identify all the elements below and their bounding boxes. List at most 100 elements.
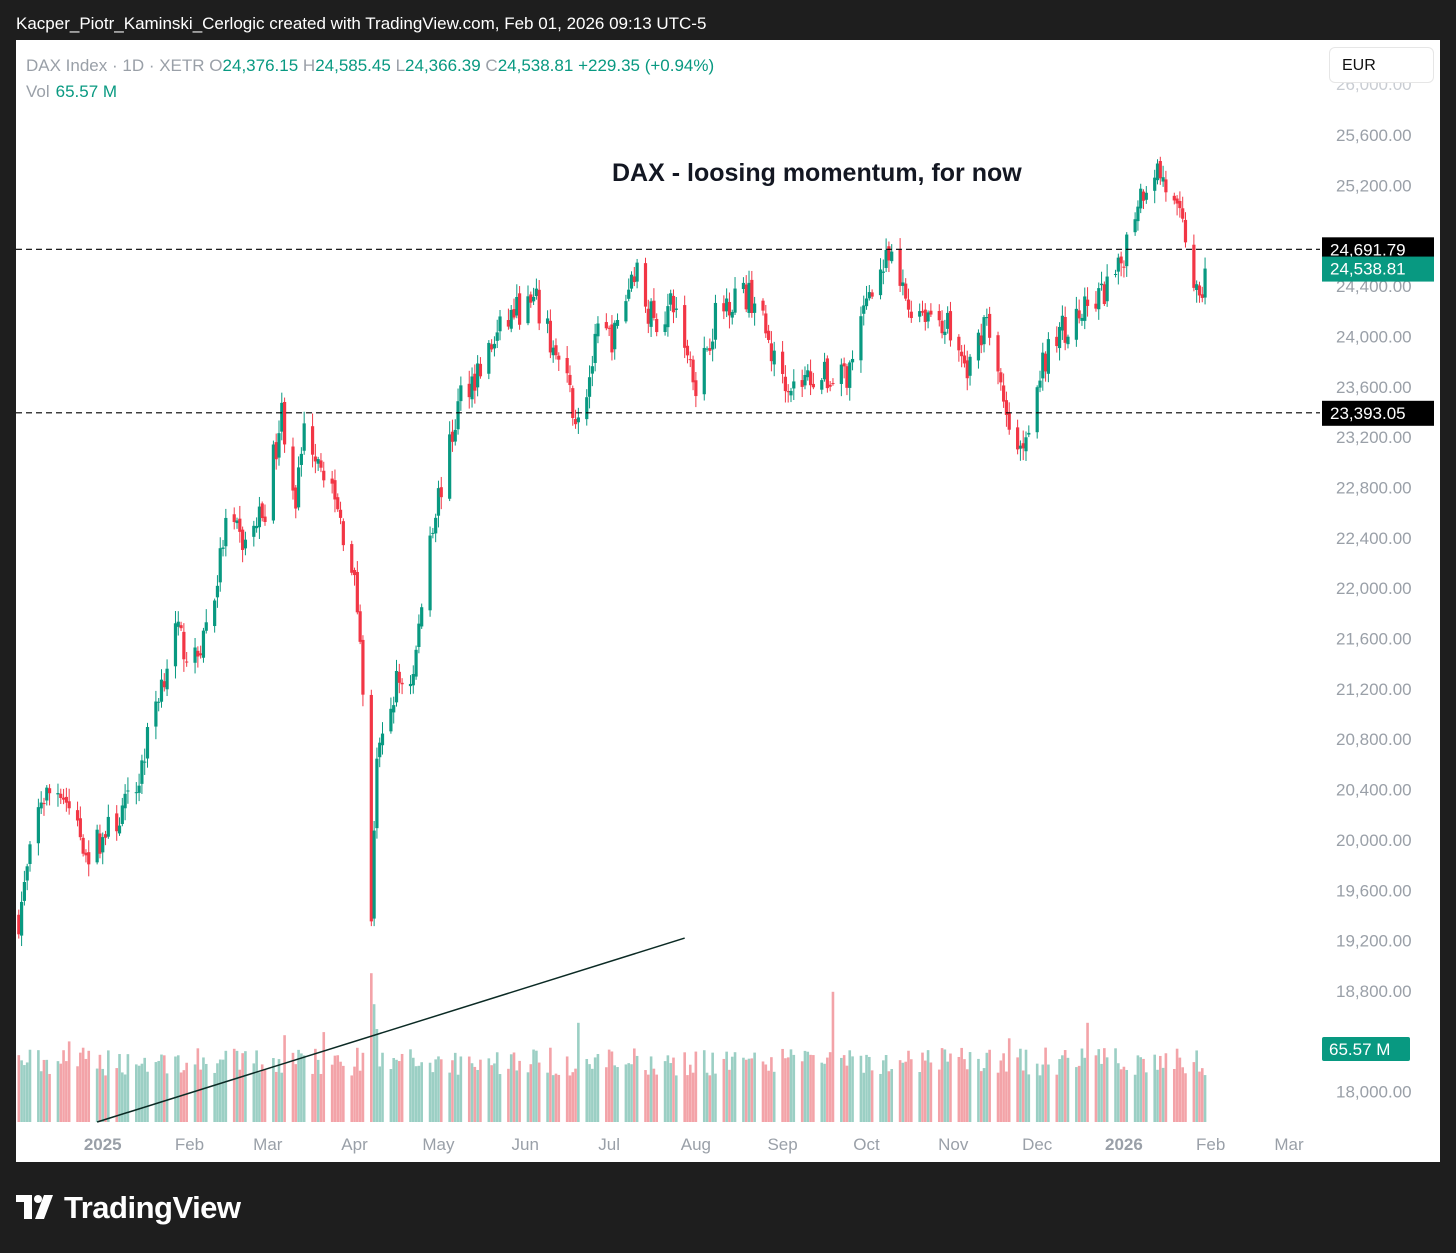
candle-body (898, 249, 902, 286)
candle-body (95, 829, 99, 863)
candle-body (996, 335, 1000, 372)
volume-bar (1044, 1047, 1047, 1122)
candle-body (534, 288, 538, 296)
volume-bar (923, 1060, 927, 1122)
candle-body (1007, 412, 1011, 430)
candle-body (652, 300, 656, 318)
volume-bar (845, 1065, 849, 1122)
candle-body (1113, 273, 1118, 275)
volume-bar (154, 1062, 158, 1122)
volume-bar (937, 1069, 941, 1122)
candle-body (291, 446, 295, 491)
volume-bar (81, 1047, 85, 1122)
candle-body (459, 385, 463, 402)
volume-bar (255, 1050, 258, 1122)
candle-body (624, 301, 628, 322)
volume-bar (95, 1068, 99, 1122)
candle-body (179, 625, 183, 629)
volume-bar (879, 1073, 882, 1122)
candle-body (786, 391, 790, 393)
volume-bar (218, 1059, 222, 1122)
candle-body (473, 373, 477, 391)
candle-body (176, 621, 180, 627)
volume-bar (1007, 1038, 1011, 1122)
x-tick-label: Jun (511, 1135, 538, 1154)
volume-bar (694, 1051, 698, 1122)
candle-body (25, 866, 29, 881)
candle-body (725, 298, 729, 312)
candle-body (1175, 198, 1179, 204)
symbol-name[interactable]: DAX Index · 1D · XETR (26, 56, 205, 75)
last-price-box (1322, 256, 1434, 282)
volume-bar (258, 1072, 261, 1122)
volume-bar (1139, 1057, 1143, 1122)
candle-body (545, 318, 550, 324)
candle-body (495, 332, 499, 341)
candle-body (587, 377, 592, 397)
candle-body (154, 701, 158, 727)
candle-body (296, 467, 301, 508)
candle-body (1119, 256, 1123, 264)
candle-body (985, 317, 989, 319)
candle-body (260, 503, 264, 519)
candle-body (498, 316, 502, 332)
candle-body (241, 529, 245, 550)
volume-bar (375, 1029, 379, 1122)
x-tick-label: Feb (175, 1135, 204, 1154)
volume-bar (1161, 1067, 1165, 1122)
candle-body (842, 363, 846, 367)
candle-body (571, 388, 575, 418)
volume-bar (1164, 1053, 1168, 1122)
volume-bar (238, 1069, 242, 1122)
volume-bar (260, 1064, 264, 1122)
volume-bar (666, 1055, 670, 1122)
candle-body (394, 670, 399, 703)
volume-bar (140, 1063, 144, 1122)
candle-body (280, 402, 284, 432)
volume-bar (633, 1048, 636, 1122)
candle-body (957, 336, 961, 351)
volume-bar (551, 1075, 555, 1122)
volume-bar (691, 1072, 695, 1122)
volume-bar (1195, 1050, 1198, 1122)
volume-bar (76, 1066, 79, 1122)
volume-bar (48, 1073, 51, 1122)
volume-bar (204, 1063, 208, 1122)
candle-body (1043, 353, 1048, 372)
volume-bar (45, 1059, 49, 1122)
candle-body (576, 417, 580, 423)
candle-body (1136, 206, 1140, 222)
candle-body (1046, 339, 1050, 374)
volume-bar (104, 1075, 107, 1122)
volume-bar (196, 1048, 200, 1122)
candle-body (1153, 177, 1157, 191)
candle-body (333, 480, 337, 500)
volume-bar (747, 1058, 751, 1122)
candle-body (369, 694, 373, 922)
volume-bar (859, 1055, 863, 1122)
candle-body (671, 295, 676, 313)
volume-bar (1075, 1067, 1078, 1122)
volume-bar (451, 1060, 454, 1122)
candle-body (319, 460, 323, 468)
volume-bar (840, 1057, 843, 1122)
y-tick-label: 23,600.00 (1336, 378, 1412, 397)
price-chart[interactable]: 25,600.00 25,200.00 24,400.00 24,000.00 23,6… (16, 40, 1440, 1162)
volume-bar (101, 1068, 105, 1122)
candle-body (67, 801, 71, 809)
candle-body (1077, 310, 1081, 319)
candle-body (655, 318, 659, 333)
volume-bar (434, 1059, 437, 1122)
volume-bar (823, 1063, 826, 1122)
chart-title: DAX - loosing momentum, for now (612, 159, 1022, 187)
volume-bar (571, 1072, 575, 1122)
currency-button[interactable]: EUR (1329, 47, 1434, 83)
candle-body (42, 803, 46, 805)
candle-body (906, 299, 911, 310)
volume-bar (831, 991, 835, 1122)
candle-body (204, 622, 208, 631)
volume-bar (1172, 1068, 1176, 1122)
candle-body (282, 401, 287, 445)
candle-body (448, 434, 452, 499)
volume-bar (725, 1051, 728, 1122)
